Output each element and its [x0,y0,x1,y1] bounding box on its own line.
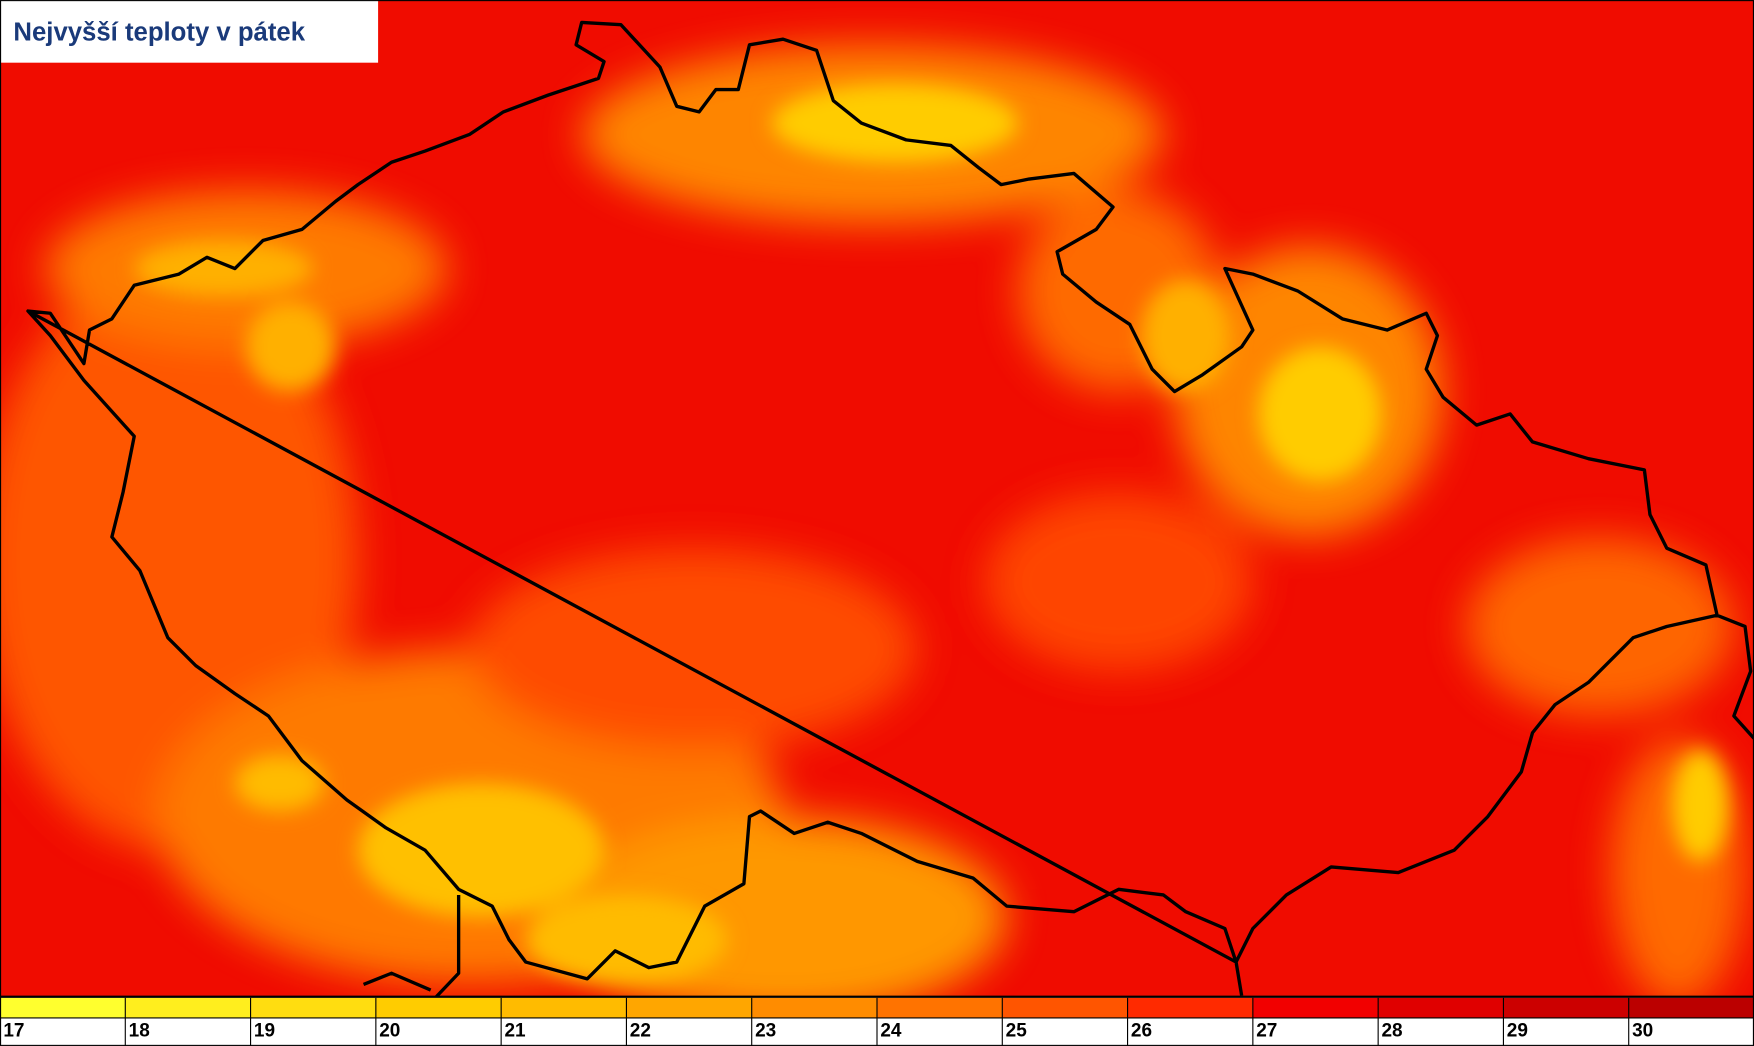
country-border [26,20,1754,997]
legend-tick-label: 30 [1632,1020,1653,1041]
legend-band [1127,997,1253,1018]
legend-band [751,997,877,1018]
map-title: Nejvyšší teploty v pátek [13,18,305,46]
legend-tick-label: 29 [1507,1020,1528,1041]
temperature-field [0,0,1754,997]
legend: 17 18 19 20 21 22 23 24 25 26 27 28 29 30 [0,997,1754,1046]
legend-band [250,997,376,1018]
title-box [0,0,379,63]
legend-tick-label: 24 [880,1020,902,1041]
legend-tick-label: 17 [3,1020,24,1041]
legend-tick-label: 26 [1131,1020,1152,1041]
legend-band [375,997,502,1018]
legend-tick-label: 28 [1381,1020,1402,1041]
legend-band [501,997,627,1018]
legend-tick-label: 18 [129,1020,150,1041]
legend-band [1378,997,1504,1018]
legend-tick-label: 20 [379,1020,400,1041]
legend-tick-label: 22 [630,1020,651,1041]
legend-band [1628,997,1754,1018]
legend-tick-label: 23 [755,1020,776,1041]
legend-band [1252,997,1379,1018]
legend-tick-label: 21 [504,1020,526,1041]
legend-tick-label: 27 [1256,1020,1277,1041]
legend-band [1503,997,1629,1018]
legend-tick-label: 19 [254,1020,275,1041]
legend-band [125,997,251,1018]
legend-tick-label: 25 [1006,1020,1028,1041]
legend-band [1002,997,1128,1018]
legend-band [0,997,126,1018]
legend-band [626,997,752,1018]
legend-band [877,997,1003,1018]
